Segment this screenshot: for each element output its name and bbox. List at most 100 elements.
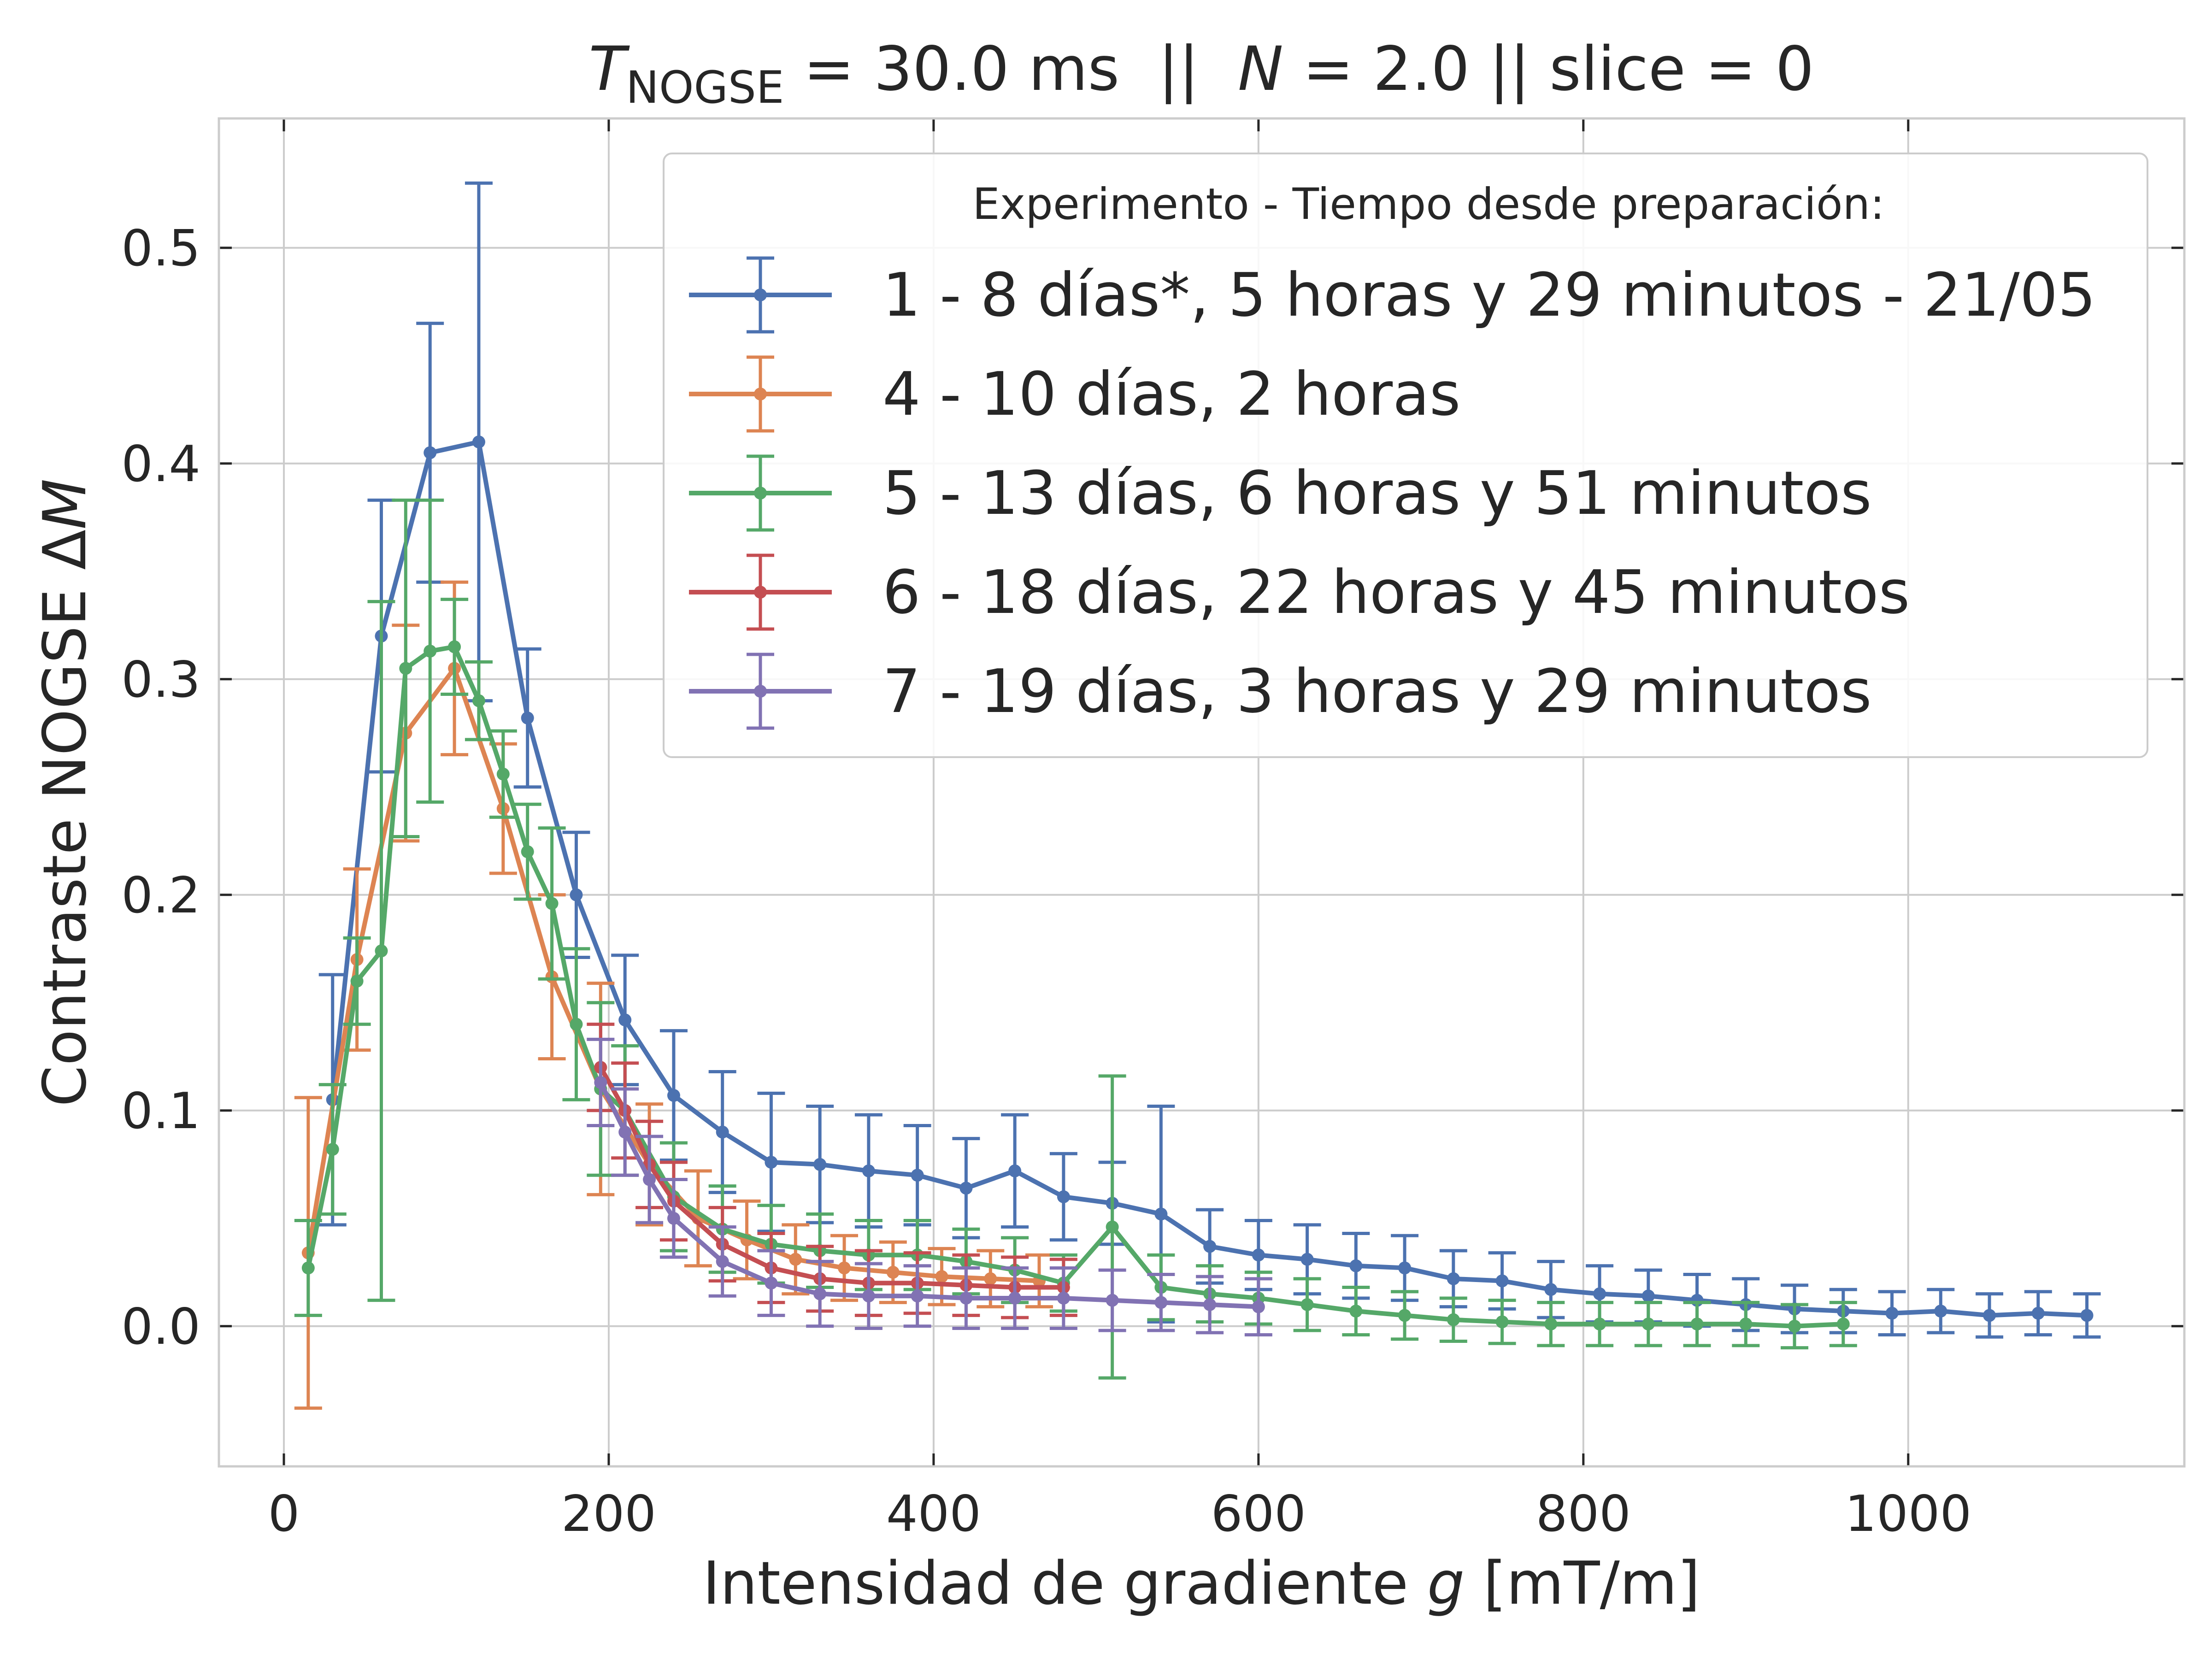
data-point [521, 712, 534, 725]
legend-label: 5 - 13 días, 6 horas y 51 minutos [882, 458, 1872, 528]
legend-entry-3: 5 - 13 días, 6 horas y 51 minutos [689, 454, 1872, 532]
y-tick-label: 0.0 [121, 1298, 200, 1356]
series-layer [294, 181, 2101, 1410]
data-point [326, 1143, 339, 1156]
y-tick-label: 0.2 [121, 867, 200, 924]
data-point [2080, 1309, 2094, 1322]
series-5 [587, 1037, 1272, 1337]
data-point [350, 975, 364, 988]
legend-entry-2: 4 - 10 días, 2 horas [689, 355, 1461, 433]
data-point [570, 888, 583, 901]
data-point [765, 1156, 778, 1169]
data-point [472, 694, 485, 707]
data-point [496, 767, 510, 781]
data-point [862, 1164, 875, 1177]
data-point [1203, 1240, 1217, 1253]
data-point [1300, 1298, 1314, 1311]
data-point [1495, 1274, 1509, 1288]
y-tick-label: 0.5 [121, 220, 200, 277]
data-point [1106, 1220, 1119, 1234]
x-tick-label: 200 [561, 1485, 656, 1543]
legend-label: 6 - 18 días, 22 horas y 45 minutos [882, 557, 1910, 627]
data-point [472, 435, 485, 448]
data-point [1008, 1164, 1022, 1177]
y-tick-label: 0.1 [121, 1082, 200, 1140]
data-point [301, 1261, 315, 1275]
x-axis-label: Intensidad de gradiente g [mT/m] [703, 1549, 1700, 1618]
data-point [545, 897, 559, 910]
x-tick-label: 600 [1211, 1485, 1306, 1543]
y-tick-label: 0.3 [121, 651, 200, 709]
data-point [1106, 1294, 1119, 1307]
data-point [1690, 1318, 1704, 1331]
legend-entry-5: 7 - 19 días, 3 horas y 29 minutos [689, 653, 1872, 730]
data-point [1008, 1291, 1022, 1305]
ticks: 0 200 400 600 800 1000 0.0 0.1 0.2 0.3 0.4 0.5 [121, 118, 2184, 1543]
data-point [399, 662, 412, 675]
data-point [959, 1291, 973, 1305]
data-point [618, 1125, 632, 1139]
data-point [1154, 1207, 1168, 1221]
legend-handle-marker [754, 487, 767, 500]
data-point [1057, 1190, 1070, 1203]
data-point [1885, 1306, 1899, 1320]
data-point [1495, 1315, 1509, 1329]
x-tick-label: 400 [886, 1485, 981, 1543]
data-point [1544, 1283, 1558, 1296]
data-point [1447, 1272, 1460, 1285]
legend: Experimento - Tiempo desde preparación: … [663, 153, 2148, 758]
y-axis-label: Contraste NOGSE ΔM [31, 479, 100, 1107]
data-point [667, 1089, 680, 1102]
data-point [1154, 1296, 1168, 1309]
data-point [1300, 1253, 1314, 1266]
y-tick-label: 0.4 [121, 435, 200, 493]
legend-box [663, 153, 2148, 758]
data-point [1593, 1318, 1606, 1331]
data-point [1252, 1300, 1265, 1313]
data-point [424, 644, 437, 658]
data-point [789, 1253, 802, 1266]
data-point [959, 1182, 973, 1195]
data-point [984, 1272, 997, 1285]
legend-handle-marker [754, 288, 767, 301]
data-point [1641, 1318, 1655, 1331]
data-point [1447, 1313, 1460, 1326]
legend-handle-marker [754, 388, 767, 400]
data-point [594, 1076, 607, 1089]
legend-label: 4 - 10 días, 2 horas [882, 359, 1461, 429]
x-tick-label: 0 [268, 1485, 300, 1543]
legend-entry-4: 6 - 18 días, 22 horas y 45 minutos [689, 553, 1910, 631]
data-point [935, 1270, 948, 1283]
data-point [886, 1265, 900, 1279]
data-point [1788, 1319, 1801, 1333]
data-point [1349, 1259, 1363, 1272]
data-point [1398, 1261, 1412, 1275]
data-point [1934, 1305, 1947, 1318]
data-point [716, 1125, 729, 1139]
data-point [716, 1255, 729, 1268]
data-point [1203, 1298, 1217, 1311]
data-point [375, 944, 388, 958]
data-point [838, 1261, 851, 1275]
legend-entry-1: 1 - 8 días*, 5 horas y 29 minutos - 21/0… [689, 256, 2096, 334]
data-point [643, 1173, 656, 1186]
plot-frame [218, 117, 2186, 1468]
data-point [1739, 1318, 1753, 1331]
legend-label: 1 - 8 días*, 5 horas y 29 minutos - 21/0… [882, 260, 2096, 330]
legend-title: Experimento - Tiempo desde preparación: [972, 179, 1884, 229]
data-point [813, 1158, 827, 1171]
data-point [424, 446, 437, 459]
data-point [570, 1018, 583, 1031]
series-line [598, 1066, 1064, 1290]
legend-handle-marker [754, 685, 767, 698]
data-point [813, 1287, 827, 1300]
x-tick-label: 1000 [1845, 1485, 1971, 1543]
data-point [1398, 1309, 1412, 1322]
data-point [521, 845, 534, 859]
data-point [1252, 1248, 1265, 1262]
legend-label: 7 - 19 días, 3 horas y 29 minutos [882, 656, 1872, 726]
data-point [1641, 1289, 1655, 1303]
data-point [765, 1277, 778, 1290]
data-point [1593, 1287, 1606, 1300]
